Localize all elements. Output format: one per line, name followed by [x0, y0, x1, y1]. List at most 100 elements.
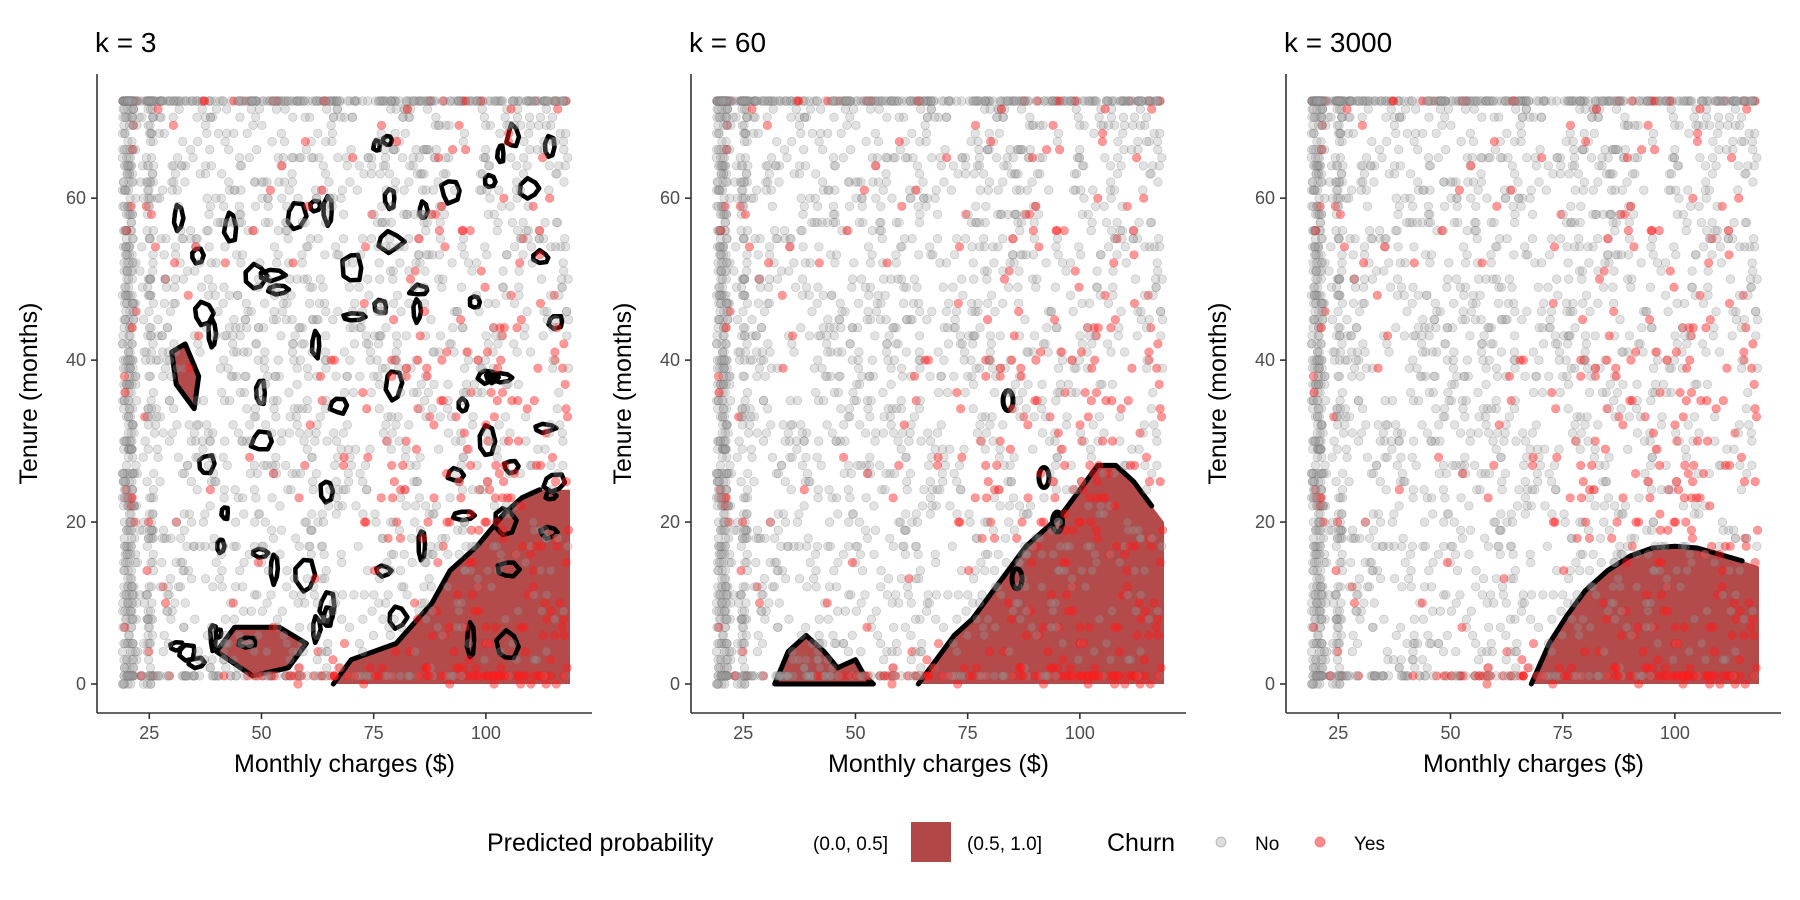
point-no: [282, 565, 292, 576]
point-no: [522, 306, 532, 317]
point-no: [441, 533, 451, 543]
point-no: [146, 274, 156, 284]
point-no: [125, 525, 135, 535]
point-no: [1117, 226, 1127, 236]
point-no: [851, 193, 861, 203]
point-yes: [184, 363, 194, 373]
point-yes: [522, 404, 532, 414]
point-no: [117, 646, 128, 657]
point-no: [401, 444, 411, 454]
point-no: [356, 315, 366, 325]
point-no: [412, 387, 422, 398]
point-no: [220, 136, 230, 147]
point-no: [980, 96, 990, 106]
point-no: [204, 209, 214, 219]
point-no: [495, 128, 505, 138]
point-no: [117, 128, 128, 138]
point-no: [752, 428, 762, 438]
point-no: [437, 96, 447, 106]
point-yes: [1116, 404, 1126, 414]
point-no: [555, 96, 565, 106]
point-no: [342, 161, 352, 171]
point-no: [263, 565, 274, 576]
point-no: [518, 169, 529, 179]
point-no: [833, 509, 843, 519]
point-no: [386, 444, 396, 454]
point-no: [903, 590, 914, 600]
point-no: [770, 226, 780, 236]
point-no: [1051, 396, 1061, 406]
point-no: [126, 671, 136, 681]
point-no: [143, 193, 153, 203]
point-no: [1154, 242, 1165, 252]
point-no: [307, 509, 317, 519]
point-yes: [1076, 347, 1086, 357]
point-no: [260, 347, 270, 357]
point-no: [963, 590, 973, 600]
point-no: [992, 112, 1002, 122]
point-no: [208, 282, 218, 292]
point-no: [948, 638, 959, 649]
point-no: [711, 646, 722, 657]
point-no: [749, 477, 759, 487]
point-no: [395, 493, 406, 503]
point-no: [985, 347, 995, 357]
point-no: [118, 679, 128, 689]
point-yes: [754, 598, 765, 608]
point-yes: [453, 671, 463, 681]
point-no: [1013, 298, 1024, 309]
point-yes: [387, 460, 397, 471]
point-no: [968, 574, 979, 584]
point-no: [926, 104, 937, 114]
point-no: [760, 614, 770, 624]
point-yes: [999, 274, 1010, 284]
point-no: [789, 541, 799, 551]
point-no: [1009, 525, 1020, 535]
point-no: [867, 226, 878, 236]
point-no: [122, 145, 132, 155]
point-no: [1051, 525, 1062, 535]
point-no: [942, 387, 953, 398]
point-yes: [525, 549, 536, 560]
point-no: [145, 120, 155, 130]
point-yes: [1083, 679, 1093, 689]
point-no: [1153, 145, 1163, 155]
point-no: [724, 468, 734, 479]
point-yes: [1155, 557, 1165, 568]
point-no: [783, 428, 793, 438]
point-no: [443, 379, 453, 390]
point-yes: [513, 436, 524, 446]
point-no: [272, 671, 282, 681]
point-no: [311, 428, 321, 438]
point-no: [311, 185, 321, 195]
point-no: [378, 428, 389, 438]
point-no: [1075, 331, 1085, 341]
point-yes: [1075, 517, 1085, 527]
point-yes: [550, 477, 561, 487]
point-no: [127, 96, 137, 106]
point-no: [384, 169, 395, 179]
point-no: [876, 565, 886, 576]
point-no: [235, 323, 245, 333]
point-no: [145, 525, 155, 535]
point-no: [1105, 655, 1116, 665]
point-yes: [1151, 622, 1161, 632]
point-no: [408, 96, 419, 106]
point-no: [156, 112, 166, 122]
point-no: [742, 339, 752, 349]
point-yes: [909, 371, 920, 381]
point-no: [173, 201, 183, 211]
point-no: [1004, 517, 1014, 527]
point-no: [161, 274, 171, 284]
point-yes: [498, 533, 509, 543]
point-no: [1002, 387, 1013, 398]
point-no: [340, 387, 350, 398]
point-no: [120, 226, 130, 236]
point-no: [131, 517, 141, 527]
point-no: [148, 509, 158, 519]
point-yes: [1091, 493, 1102, 503]
point-yes: [1146, 541, 1156, 551]
point-no: [518, 217, 528, 228]
point-yes: [545, 655, 556, 665]
point-no: [144, 371, 154, 381]
